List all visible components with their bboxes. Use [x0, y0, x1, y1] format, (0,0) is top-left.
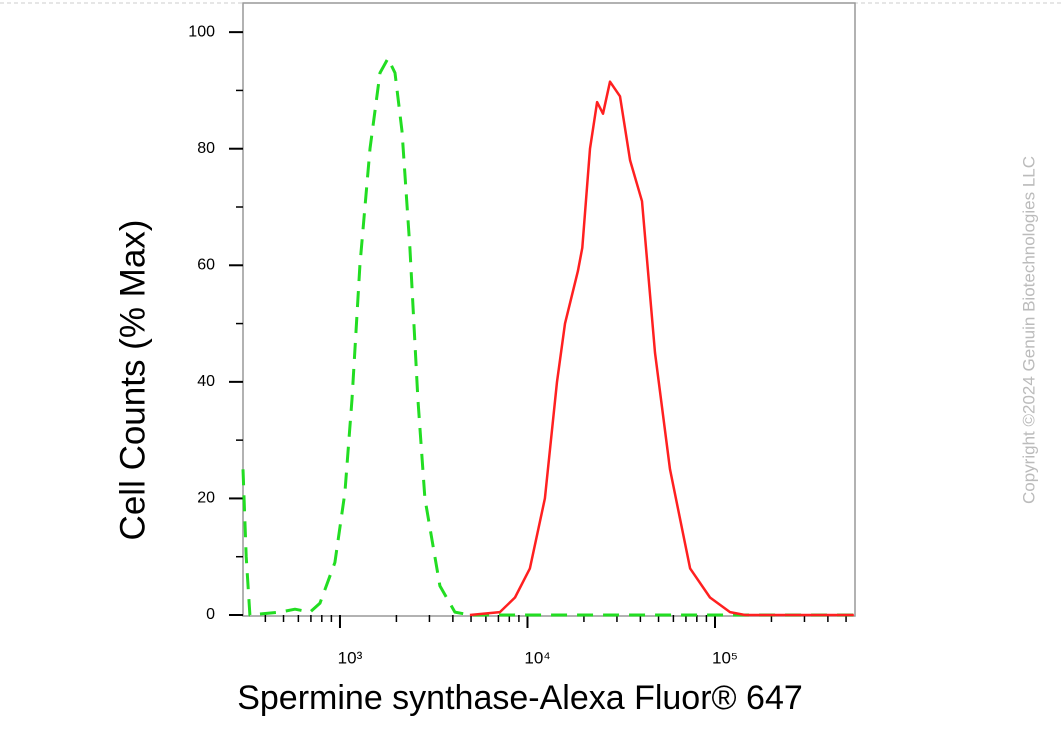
x-tick-label: 10³ — [338, 648, 363, 667]
x-tick-label: 10⁵ — [712, 648, 738, 667]
series-line — [469, 80, 854, 617]
x-tick-label: 10⁴ — [524, 648, 550, 667]
plot-frame — [242, 2, 856, 617]
watermark: Copyright ©2024 Genuin Biotechnologies L… — [1019, 156, 1038, 504]
y-tick-label: 60 — [197, 257, 215, 274]
y-tick-label: 40 — [197, 373, 215, 390]
x-axis-label: Spermine synthase-Alexa Fluor® 647 — [237, 679, 803, 717]
y-axis-label: Cell Counts (% Max) — [113, 220, 152, 541]
y-tick-label: 20 — [197, 490, 215, 507]
y-tick-label: 80 — [197, 140, 215, 157]
y-tick-label: 0 — [206, 606, 215, 623]
y-tick-label: 100 — [188, 23, 215, 40]
series-line — [241, 56, 854, 617]
